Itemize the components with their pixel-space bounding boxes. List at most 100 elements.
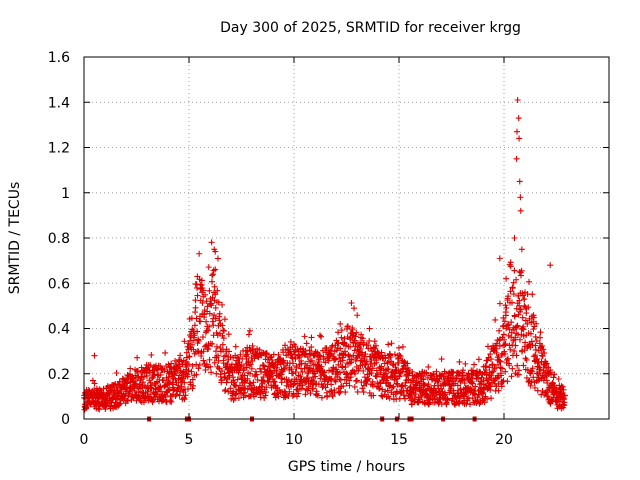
data-point	[214, 287, 221, 294]
data-point	[221, 327, 228, 334]
data-point	[242, 392, 249, 399]
data-point	[298, 360, 305, 367]
x-tick-label: 20	[495, 432, 513, 448]
data-point	[472, 383, 479, 390]
data-point	[351, 347, 358, 354]
x-axis-title: GPS time / hours	[288, 459, 405, 475]
data-point	[148, 352, 155, 359]
data-point	[223, 379, 230, 386]
data-point	[212, 266, 219, 273]
data-point	[140, 399, 147, 406]
data-point	[328, 387, 335, 394]
data-point	[561, 392, 568, 399]
data-point	[507, 346, 514, 353]
data-point	[496, 343, 503, 350]
data-point	[365, 375, 372, 382]
data-point	[336, 389, 343, 396]
data-point	[253, 371, 260, 378]
data-point	[102, 406, 109, 413]
data-point	[289, 354, 296, 361]
data-point	[497, 358, 504, 365]
data-point	[220, 360, 227, 367]
data-point	[352, 333, 359, 340]
data-point	[307, 390, 314, 397]
data-point	[212, 315, 219, 322]
data-point	[336, 355, 343, 362]
data-point	[225, 331, 232, 338]
data-point	[517, 207, 524, 214]
data-point	[338, 334, 345, 341]
data-point	[555, 397, 562, 404]
data-point	[274, 390, 281, 397]
data-point	[495, 353, 502, 360]
data-point	[260, 362, 267, 369]
data-point	[156, 384, 163, 391]
data-point	[332, 378, 339, 385]
data-point	[513, 155, 520, 162]
data-point	[528, 338, 535, 345]
data-point	[364, 376, 371, 383]
data-point	[512, 342, 519, 349]
y-tick-label: 1.4	[48, 95, 70, 111]
data-point	[184, 385, 191, 392]
data-point	[541, 350, 548, 357]
data-point	[512, 334, 519, 341]
data-point	[293, 393, 300, 400]
data-point	[195, 338, 202, 345]
data-point	[154, 372, 161, 379]
data-point	[504, 378, 511, 385]
data-point	[364, 358, 371, 365]
data-point	[124, 378, 131, 385]
data-point	[340, 383, 347, 390]
data-point	[359, 335, 366, 342]
data-point	[232, 391, 239, 398]
data-point	[260, 374, 267, 381]
data-point	[316, 332, 323, 339]
data-point	[207, 363, 214, 370]
data-point	[335, 340, 342, 347]
data-point	[483, 363, 490, 370]
data-point	[378, 392, 385, 399]
data-point	[328, 375, 335, 382]
data-point	[513, 323, 520, 330]
data-point	[258, 368, 265, 375]
data-point	[490, 368, 497, 375]
data-point	[206, 356, 213, 363]
data-point	[211, 297, 218, 304]
data-point	[360, 389, 367, 396]
data-point	[560, 386, 567, 393]
data-point	[91, 352, 98, 359]
data-point	[346, 377, 353, 384]
data-point	[162, 349, 169, 356]
data-point	[299, 382, 306, 389]
data-point	[308, 344, 315, 351]
data-point	[140, 379, 147, 386]
data-point	[147, 362, 154, 369]
data-point	[247, 361, 254, 368]
data-point	[518, 267, 525, 274]
data-point	[502, 368, 509, 375]
data-point	[423, 369, 430, 376]
data-point	[143, 372, 150, 379]
data-point	[511, 313, 518, 320]
data-point	[292, 368, 299, 375]
data-point	[194, 284, 201, 291]
data-point	[390, 383, 397, 390]
data-point	[522, 339, 529, 346]
plot-frame	[83, 56, 610, 420]
x-tick-label: 15	[390, 432, 408, 448]
data-point	[161, 367, 168, 374]
data-point	[488, 356, 495, 363]
data-point	[154, 388, 161, 395]
chart-title: Day 300 of 2025, SRMTID for receiver krg…	[220, 20, 521, 36]
data-point	[173, 391, 180, 398]
data-point	[362, 351, 369, 358]
data-point	[219, 301, 226, 308]
data-point	[233, 382, 240, 389]
data-point	[314, 392, 321, 399]
data-point	[498, 372, 505, 379]
data-point	[466, 401, 473, 408]
data-point	[198, 277, 205, 284]
data-point	[498, 365, 505, 372]
